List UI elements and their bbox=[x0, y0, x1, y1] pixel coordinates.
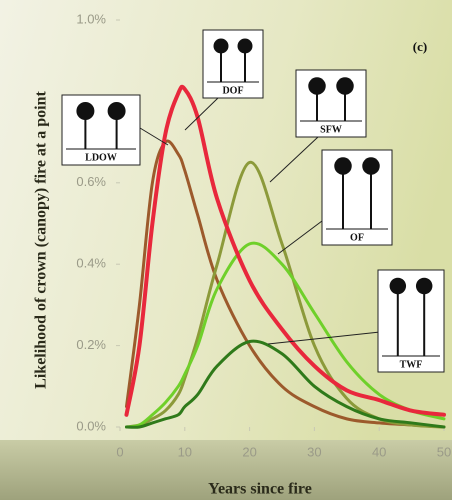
annotation-box bbox=[322, 150, 392, 245]
icon-crown bbox=[76, 102, 94, 120]
y-tick-label: 0.6% bbox=[76, 174, 106, 189]
chart: Years since fire Likelihood of crown (ca… bbox=[0, 0, 452, 500]
y-tick-label: 0.0% bbox=[76, 418, 106, 433]
icon-crown bbox=[334, 157, 352, 175]
x-axis-label: Years since fire bbox=[208, 481, 312, 498]
x-tick-label: 10 bbox=[178, 444, 192, 459]
icon-crown bbox=[416, 278, 433, 295]
icon-crown bbox=[390, 278, 407, 295]
icon-crown bbox=[214, 39, 229, 54]
y-tick-label: 0.4% bbox=[76, 256, 106, 271]
annotation-box bbox=[378, 270, 444, 372]
x-tick-label: 30 bbox=[307, 444, 321, 459]
annotation-label: SFW bbox=[320, 124, 342, 135]
annotation-label: TWF bbox=[400, 359, 423, 370]
annotation-label: DOF bbox=[222, 85, 243, 96]
icon-crown bbox=[238, 39, 253, 54]
icon-crown bbox=[108, 102, 126, 120]
y-tick-label: 0.2% bbox=[76, 337, 106, 352]
y-tick-label: 1.0% bbox=[76, 11, 106, 26]
annotation-label: LDOW bbox=[85, 152, 117, 163]
annotation-label: OF bbox=[350, 232, 364, 243]
y-axis-label: Likelihood of crown (canopy) fire at a p… bbox=[33, 91, 50, 389]
panel-label: (c) bbox=[413, 39, 427, 54]
icon-crown bbox=[308, 77, 326, 95]
icon-crown bbox=[336, 77, 354, 95]
x-tick-label: 50 bbox=[437, 444, 451, 459]
icon-crown bbox=[362, 157, 380, 175]
x-tick-label: 40 bbox=[372, 444, 386, 459]
x-tick-label: 0 bbox=[116, 444, 123, 459]
x-tick-label: 20 bbox=[242, 444, 256, 459]
